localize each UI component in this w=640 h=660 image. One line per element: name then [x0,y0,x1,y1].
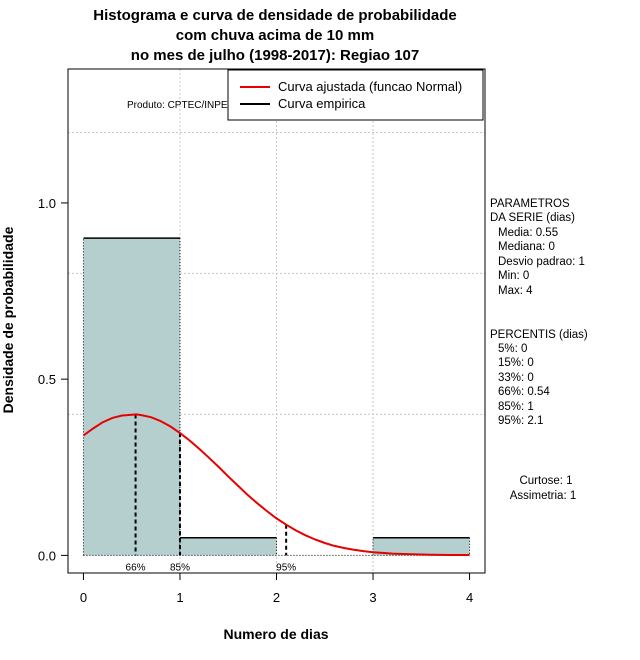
x-tick-label-0: 0 [80,590,87,605]
legend-box [227,69,484,121]
x-tick-label-2: 2 [273,590,280,605]
bar-outline-0 [82,238,181,556]
parametros-panel: PARAMETROS DA SERIE (dias) Media: 0.55 M… [490,198,585,297]
x-axis: 0 1 2 3 4 [80,572,473,605]
parametro-desvio: Desvio padrao: 1 [498,256,585,268]
percentile-label-1: 85% [170,562,190,573]
chart-title: Histograma e curva de densidade de proba… [93,7,456,64]
product-label: Produto: CPTEC/INPE [127,100,228,111]
y-tick-label-2: 1.0 [38,196,56,211]
histogram-bar-1 [179,537,277,556]
parametro-min: Min: 0 [498,270,529,282]
percentil-33: 33%: 0 [498,372,534,384]
title-line-1: Histograma e curva de densidade de proba… [93,7,456,24]
y-tick-label-1: 0.5 [38,372,56,387]
percentile-markers: 66% 85% 95% [126,414,296,573]
parametro-media: Media: 0.55 [498,227,558,239]
normal-curve [82,413,470,556]
percentil-85: 85%: 1 [498,401,534,413]
histogram-bar-3 [373,537,470,556]
parametro-max: Max: 4 [498,285,533,297]
y-axis-label: Densidade de probabilidade [0,226,16,413]
title-line-2: com chuva acima de 10 mm [176,27,374,44]
parametros-header-2: DA SERIE (dias) [490,212,575,224]
parametro-mediana: Mediana: 0 [498,241,555,253]
x-axis-label: Numero de dias [223,626,328,642]
percentis-header: PERCENTIS (dias) [490,329,588,341]
title-line-3: no mes de julho (1998-2017): Regiao 107 [131,47,419,64]
legend: Curva ajustada (funcao Normal) Curva emp… [227,69,484,121]
percentile-label-0: 66% [126,562,146,573]
normal-curve-layer [82,413,470,556]
percentil-95: 95%: 2.1 [498,415,543,427]
y-axis: 0.0 0.5 1.0 [38,196,69,563]
shape-panel: Curtose: 1 Assimetria: 1 [510,475,576,502]
parametros-header-1: PARAMETROS [490,198,570,210]
curtose: Curtose: 1 [519,475,572,487]
x-tick-label-1: 1 [176,590,183,605]
percentil-15: 15%: 0 [498,357,534,369]
legend-normal-label: Curva ajustada (funcao Normal) [278,79,462,94]
percentile-label-2: 95% [276,562,296,573]
percentil-5: 5%: 0 [498,343,527,355]
percentil-66: 66%: 0.54 [498,386,550,398]
percentis-panel: PERCENTIS (dias) 5%: 0 15%: 0 33%: 0 66%… [490,329,588,427]
x-tick-label-3: 3 [369,590,376,605]
legend-empirical-label: Curva empirica [278,96,366,111]
assimetria: Assimetria: 1 [510,490,576,502]
histogram-bar-0 [83,238,180,556]
y-tick-label-0: 0.0 [38,548,56,563]
x-tick-label-4: 4 [466,590,473,605]
histogram-bars [82,237,471,556]
